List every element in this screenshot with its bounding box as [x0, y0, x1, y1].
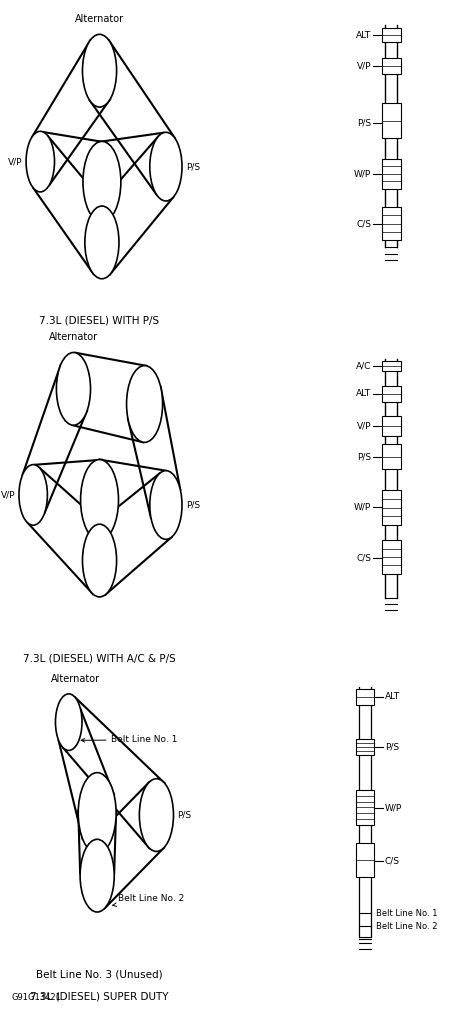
Text: W/P: W/P: [354, 503, 371, 511]
Circle shape: [26, 131, 55, 192]
Bar: [356, 843, 374, 877]
Bar: [356, 739, 374, 755]
Text: Alternator: Alternator: [49, 332, 98, 342]
Circle shape: [80, 839, 114, 912]
Bar: [356, 689, 374, 705]
Bar: [382, 58, 401, 74]
Text: Belt Line No. 1: Belt Line No. 1: [376, 909, 438, 917]
Text: P/S: P/S: [357, 452, 371, 461]
Text: C/S: C/S: [92, 557, 107, 565]
Text: C/S: C/S: [356, 220, 371, 228]
Circle shape: [56, 352, 91, 425]
Circle shape: [82, 524, 117, 597]
Text: C/S: C/S: [356, 553, 371, 562]
Text: Alternator: Alternator: [51, 674, 100, 684]
Text: V/P: V/P: [356, 62, 371, 70]
Text: Alternator: Alternator: [75, 14, 124, 24]
Bar: [382, 540, 401, 574]
Text: P/S: P/S: [186, 163, 200, 171]
Text: W/P: W/P: [91, 496, 108, 504]
Text: Belt Line No. 2: Belt Line No. 2: [376, 922, 438, 930]
Text: Belt Line No. 2: Belt Line No. 2: [113, 894, 185, 906]
Text: C/S: C/S: [385, 856, 400, 865]
Text: G91G13421: G91G13421: [12, 993, 62, 1002]
Text: W/P: W/P: [89, 809, 106, 817]
Text: ALT: ALT: [385, 693, 400, 701]
Bar: [382, 490, 401, 525]
Circle shape: [150, 471, 182, 539]
Text: C/S: C/S: [94, 238, 109, 246]
Text: C/S: C/S: [90, 872, 105, 880]
Text: P/S: P/S: [385, 743, 399, 751]
Bar: [382, 444, 401, 469]
Text: W/P: W/P: [93, 178, 110, 186]
Text: V/P: V/P: [356, 422, 371, 430]
Text: A/C: A/C: [137, 400, 152, 408]
Text: A/C: A/C: [356, 362, 371, 370]
Bar: [382, 361, 401, 371]
Circle shape: [78, 773, 116, 853]
Text: V/P: V/P: [0, 491, 15, 499]
Bar: [382, 103, 401, 138]
Bar: [382, 159, 401, 189]
Text: 7.3L (DIESEL) WITH P/S: 7.3L (DIESEL) WITH P/S: [39, 315, 160, 325]
Circle shape: [139, 779, 173, 851]
Bar: [382, 207, 401, 240]
Bar: [356, 790, 374, 825]
Text: W/P: W/P: [354, 170, 371, 178]
Circle shape: [83, 141, 121, 222]
Text: ALT: ALT: [356, 31, 371, 39]
Text: P/S: P/S: [186, 501, 200, 509]
Text: W/P: W/P: [385, 804, 402, 812]
Text: V/P: V/P: [8, 158, 22, 166]
Text: ALT: ALT: [356, 390, 371, 398]
Circle shape: [85, 206, 119, 279]
Bar: [382, 28, 401, 42]
Circle shape: [150, 132, 182, 201]
Text: 7.3L (DIESEL) WITH A/C & P/S: 7.3L (DIESEL) WITH A/C & P/S: [23, 653, 176, 664]
Circle shape: [55, 694, 82, 750]
Text: 7.3L (DIESEL) SUPER DUTY: 7.3L (DIESEL) SUPER DUTY: [30, 992, 169, 1002]
Circle shape: [81, 460, 118, 540]
Bar: [382, 416, 401, 436]
Circle shape: [19, 465, 47, 525]
Text: P/S: P/S: [357, 119, 371, 127]
Text: Belt Line No. 3 (Unused): Belt Line No. 3 (Unused): [36, 970, 163, 980]
Text: Belt Line No. 1: Belt Line No. 1: [81, 735, 178, 744]
Bar: [382, 386, 401, 402]
Text: P/S: P/S: [177, 811, 191, 819]
Circle shape: [82, 34, 117, 107]
Circle shape: [127, 366, 163, 442]
